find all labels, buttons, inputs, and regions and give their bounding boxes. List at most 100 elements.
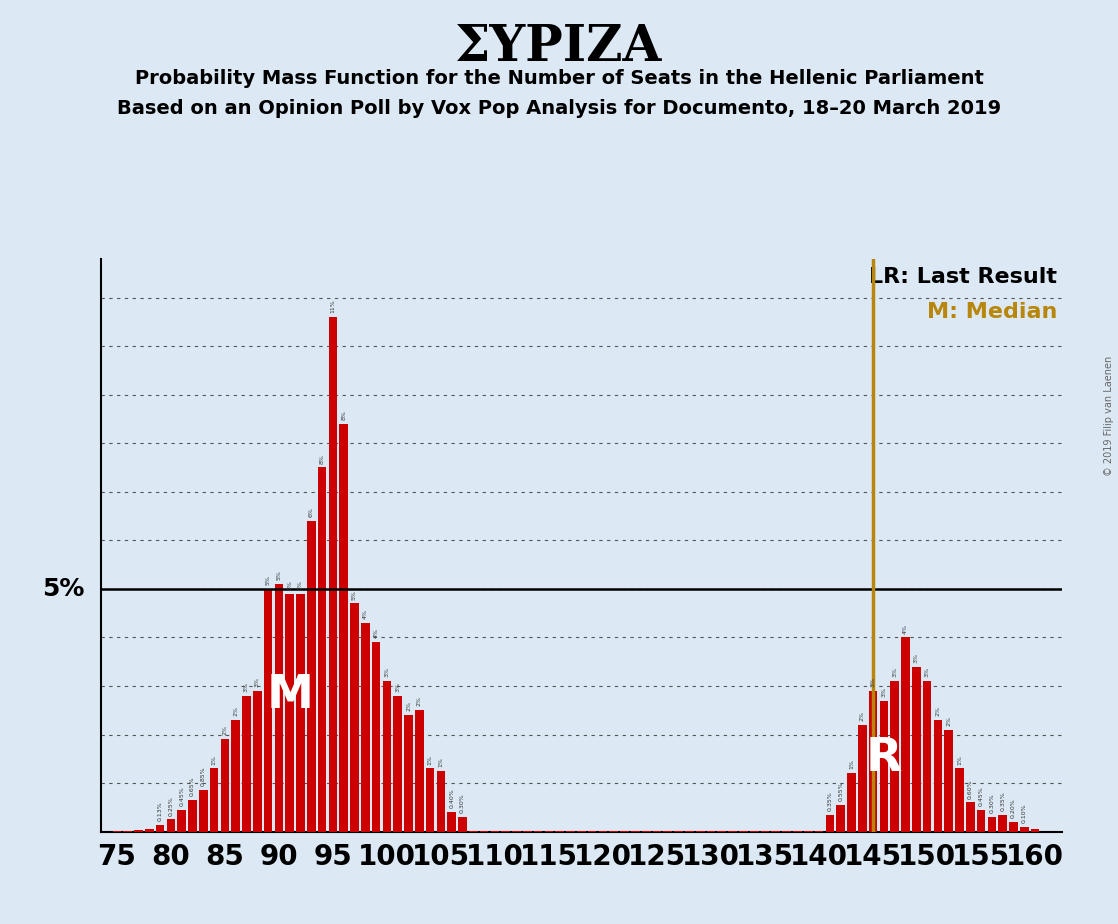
- Bar: [631, 831, 639, 832]
- Bar: [598, 831, 607, 832]
- Bar: [167, 820, 176, 832]
- Text: 5%: 5%: [266, 575, 271, 585]
- Bar: [955, 769, 964, 832]
- Text: M: M: [266, 674, 313, 718]
- Text: 5%: 5%: [352, 590, 357, 600]
- Text: 0.85%: 0.85%: [201, 767, 206, 786]
- Text: 2%: 2%: [234, 706, 238, 716]
- Bar: [977, 809, 985, 832]
- Bar: [285, 594, 294, 832]
- Text: 0.45%: 0.45%: [978, 786, 984, 806]
- Bar: [145, 829, 153, 832]
- Text: R: R: [865, 736, 902, 782]
- Bar: [501, 831, 510, 832]
- Text: © 2019 Filip van Laenen: © 2019 Filip van Laenen: [1105, 356, 1114, 476]
- Bar: [372, 642, 380, 832]
- Bar: [480, 831, 489, 832]
- Text: 3%: 3%: [871, 677, 875, 687]
- Text: 3%: 3%: [913, 652, 919, 663]
- Bar: [533, 831, 542, 832]
- Bar: [760, 831, 769, 832]
- Text: 2%: 2%: [417, 697, 421, 706]
- Bar: [544, 831, 553, 832]
- Bar: [340, 424, 348, 832]
- Text: 1%: 1%: [957, 755, 961, 764]
- Bar: [329, 317, 338, 832]
- Text: 0.20%: 0.20%: [1011, 798, 1016, 818]
- Bar: [253, 691, 262, 832]
- Bar: [825, 815, 834, 832]
- Bar: [588, 831, 597, 832]
- Text: M: Median: M: Median: [927, 301, 1058, 322]
- Bar: [220, 739, 229, 832]
- Text: 0.60%: 0.60%: [968, 779, 973, 798]
- Bar: [934, 720, 942, 832]
- Bar: [275, 584, 283, 832]
- Bar: [447, 812, 456, 832]
- Bar: [858, 724, 866, 832]
- Bar: [880, 700, 888, 832]
- Bar: [231, 720, 240, 832]
- Text: 0.55%: 0.55%: [838, 782, 843, 801]
- Text: 3%: 3%: [925, 667, 929, 677]
- Bar: [685, 831, 693, 832]
- Bar: [199, 790, 208, 832]
- Text: 3%: 3%: [255, 677, 259, 687]
- Text: 3%: 3%: [892, 667, 897, 677]
- Bar: [847, 773, 855, 832]
- Bar: [264, 589, 273, 832]
- Text: 11%: 11%: [331, 299, 335, 313]
- Bar: [987, 817, 996, 832]
- Bar: [901, 638, 910, 832]
- Bar: [1010, 821, 1017, 832]
- Bar: [350, 603, 359, 832]
- Bar: [674, 831, 683, 832]
- Text: 4%: 4%: [363, 609, 368, 619]
- Text: 2%: 2%: [860, 711, 864, 721]
- Bar: [707, 831, 716, 832]
- Text: 8%: 8%: [320, 454, 324, 464]
- Text: 2%: 2%: [406, 701, 411, 711]
- Bar: [415, 711, 424, 832]
- Bar: [890, 681, 899, 832]
- Bar: [123, 831, 132, 832]
- Bar: [361, 623, 370, 832]
- Bar: [394, 696, 402, 832]
- Text: 0.10%: 0.10%: [1022, 803, 1026, 823]
- Text: LR: Last Result: LR: Last Result: [870, 267, 1058, 287]
- Text: 5%: 5%: [42, 577, 85, 601]
- Bar: [998, 815, 1007, 832]
- Text: ΣΥΡΙΖΑ: ΣΥΡΙΖΑ: [455, 23, 663, 72]
- Bar: [663, 831, 672, 832]
- Bar: [695, 831, 704, 832]
- Bar: [966, 802, 975, 832]
- Text: 5%: 5%: [276, 570, 282, 580]
- Bar: [1020, 827, 1029, 832]
- Bar: [577, 831, 586, 832]
- Bar: [922, 681, 931, 832]
- Text: 1%: 1%: [849, 760, 854, 770]
- Bar: [307, 521, 315, 832]
- Text: 3%: 3%: [385, 667, 389, 677]
- Text: 2%: 2%: [936, 706, 940, 716]
- Text: 6%: 6%: [309, 507, 314, 517]
- Bar: [783, 831, 790, 832]
- Text: 3%: 3%: [244, 682, 249, 692]
- Bar: [405, 715, 413, 832]
- Bar: [718, 831, 726, 832]
- Bar: [470, 831, 477, 832]
- Bar: [945, 730, 953, 832]
- Bar: [243, 696, 250, 832]
- Bar: [296, 594, 305, 832]
- Text: 3%: 3%: [881, 687, 887, 697]
- Text: 0.30%: 0.30%: [459, 794, 465, 813]
- Text: 1%: 1%: [211, 755, 217, 764]
- Text: 4%: 4%: [373, 628, 379, 638]
- Text: 0.40%: 0.40%: [449, 788, 454, 808]
- Text: 0.45%: 0.45%: [179, 786, 184, 806]
- Text: 0.30%: 0.30%: [989, 794, 994, 813]
- Bar: [437, 771, 445, 832]
- Text: 0.35%: 0.35%: [1001, 791, 1005, 810]
- Bar: [653, 831, 662, 832]
- Bar: [556, 831, 565, 832]
